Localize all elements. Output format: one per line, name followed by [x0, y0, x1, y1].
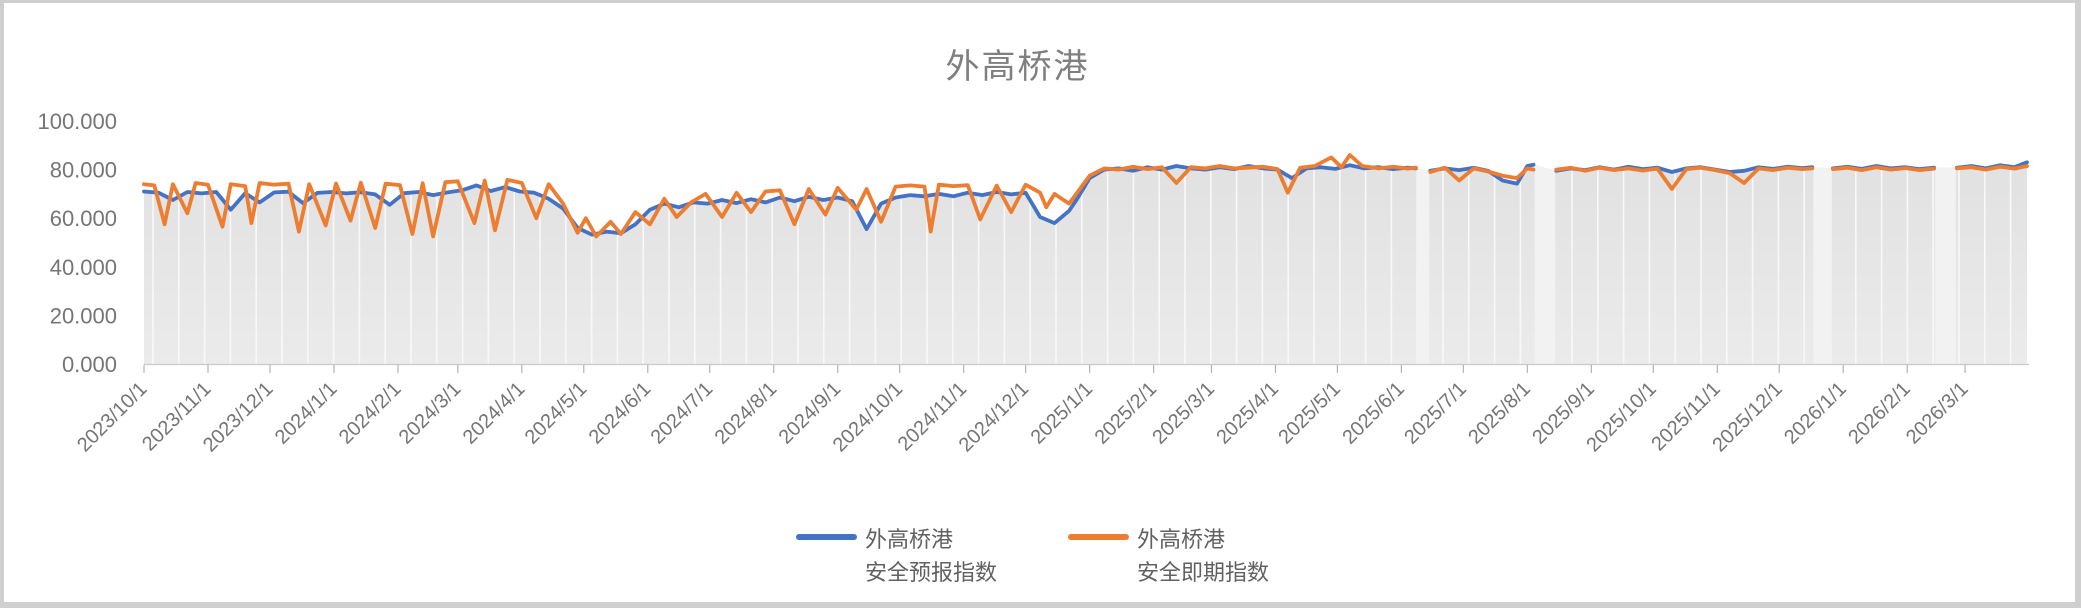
spot-line-swatch-icon — [1068, 534, 1129, 540]
chart-frame: 外高桥港 2023/10/1 2023/11/1 2023/12/1 2024/1/1… — [4, 3, 2075, 602]
area-fill-under-forecast — [144, 162, 2027, 364]
legend-item-forecast[interactable]: 外高桥港 安全预报指数 — [796, 523, 997, 589]
data-gap-band — [1813, 162, 1832, 364]
x-axis-label: 2025/7/1 — [1400, 378, 1471, 449]
data-gap-band — [1416, 162, 1430, 364]
x-axis-label: 2024/6/1 — [585, 378, 656, 449]
x-axis-label: 2025/4/1 — [1212, 378, 1283, 449]
y-axis-label: 60.000 — [50, 206, 117, 231]
x-axis-label: 2026/2/1 — [1844, 378, 1915, 449]
y-axis-label: 80.000 — [50, 158, 117, 183]
legend-spot-line1: 外高桥港 — [1137, 527, 1226, 552]
legend: 外高桥港 安全预报指数 外高桥港 安全即期指数 — [4, 523, 2075, 603]
x-axis-label: 2024/2/1 — [335, 378, 406, 449]
y-axis-label: 100.000 — [37, 109, 117, 134]
x-axis-label: 2024/1/1 — [271, 378, 342, 449]
forecast-line-swatch-icon — [796, 534, 857, 540]
legend-forecast-line2: 安全预报指数 — [865, 560, 998, 585]
x-axis-label: 2025/1/1 — [1027, 378, 1098, 449]
legend-spot-line2: 安全即期指数 — [1137, 560, 1270, 585]
spot-index-line[interactable] — [142, 153, 2029, 239]
y-axis-label: 0.000 — [62, 352, 117, 377]
x-axis-label: 2026/3/1 — [1902, 378, 1973, 449]
plot-area[interactable]: 2023/10/12023/11/12023/12/12024/1/12024/… — [4, 3, 2075, 602]
data-gap-band — [1534, 162, 1556, 364]
x-axis-label: 2024/8/1 — [711, 378, 782, 449]
x-axis: 2023/10/12023/11/12023/12/12024/1/12024/… — [73, 363, 2029, 456]
x-axis-label: 2025/3/1 — [1148, 378, 1219, 449]
legend-forecast-line1: 外高桥港 — [865, 527, 954, 552]
x-axis-label: 2024/4/1 — [459, 378, 530, 449]
y-axis: 0.000 20.000 40.000 60.000 80.000 100.000 — [37, 109, 117, 377]
x-axis-label: 2023/10/1 — [73, 378, 151, 456]
chart-title[interactable]: 外高桥港 — [945, 48, 1090, 86]
x-axis-label: 2025/2/1 — [1091, 378, 1162, 449]
y-axis-label: 20.000 — [50, 303, 117, 328]
x-axis-label: 2026/1/1 — [1780, 378, 1851, 449]
x-axis-label: 2025/8/1 — [1464, 378, 1535, 449]
x-axis-label: 2024/5/1 — [521, 378, 592, 449]
x-axis-label: 2025/5/1 — [1274, 378, 1345, 449]
legend-item-spot[interactable]: 外高桥港 安全即期指数 — [1068, 523, 1269, 589]
y-axis-label: 40.000 — [50, 255, 117, 280]
x-axis-label: 2025/6/1 — [1338, 378, 1409, 449]
x-axis-label: 2024/7/1 — [647, 378, 718, 449]
data-gap-band — [1935, 162, 1956, 364]
x-axis-label: 2024/3/1 — [395, 378, 466, 449]
